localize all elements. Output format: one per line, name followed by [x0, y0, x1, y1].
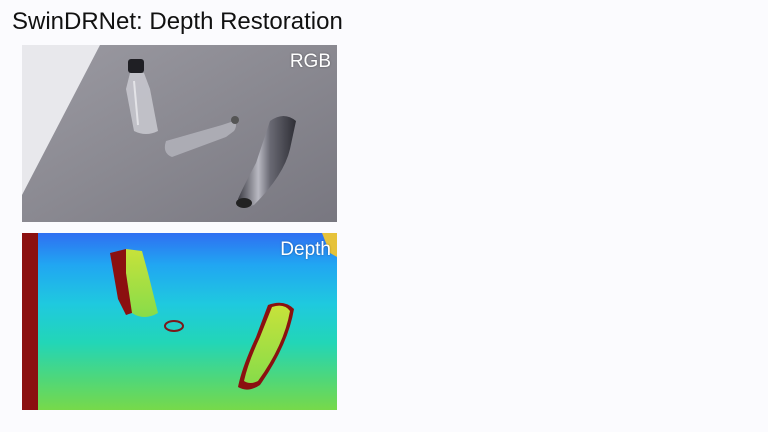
invalid-depth-region — [22, 233, 38, 410]
depth-small-object — [164, 320, 184, 332]
depth-image-panel: Depth — [22, 233, 337, 410]
rgb-image-panel: RGB — [22, 45, 337, 222]
rgb-scene-image — [22, 45, 337, 222]
depth-map-image — [22, 233, 337, 410]
depth-clear-bottle — [110, 249, 158, 317]
clear-bottle — [126, 59, 158, 134]
rgb-label: RGB — [289, 51, 331, 72]
glass-bottle — [164, 116, 239, 157]
depth-label: Depth — [280, 239, 331, 260]
metal-bottle — [236, 116, 296, 208]
depth-metal-bottle — [238, 302, 294, 390]
white-board — [22, 45, 100, 195]
page-title: SwinDRNet: Depth Restoration — [12, 8, 343, 35]
